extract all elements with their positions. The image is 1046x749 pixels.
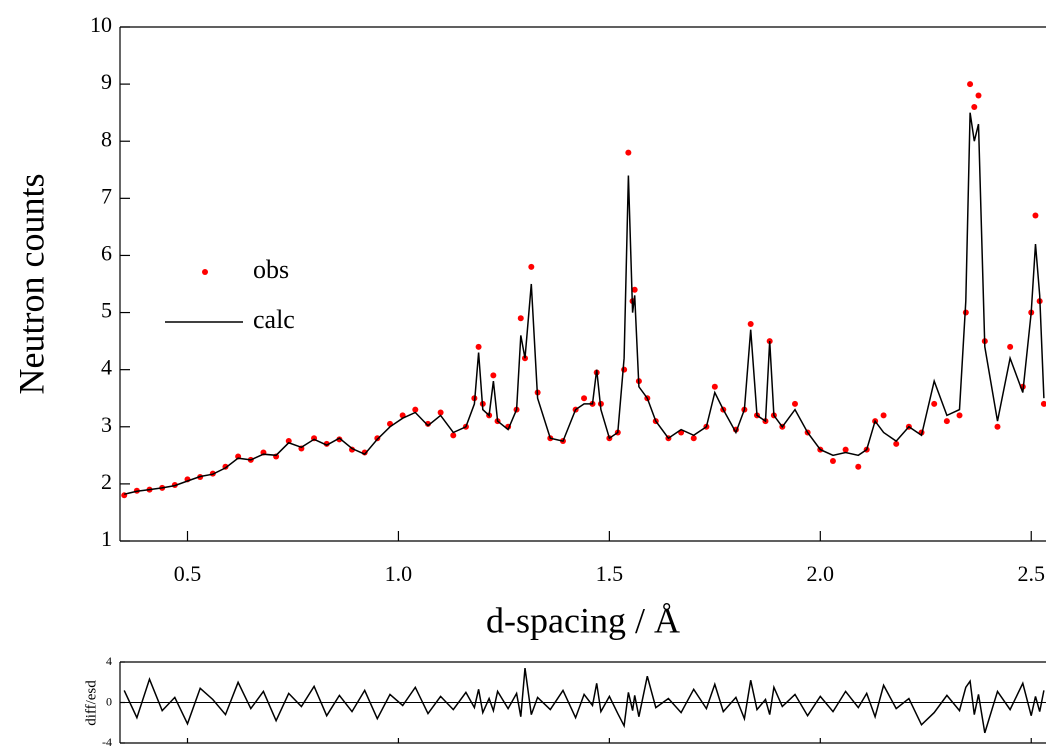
x-tick-label: 2.0 [807, 561, 835, 586]
obs-point [475, 343, 482, 350]
diff-axis-label: diff/esd [83, 680, 99, 726]
obs-point [412, 406, 419, 413]
y-tick-label: 4 [101, 355, 112, 380]
obs-point [490, 372, 497, 379]
obs-point [855, 463, 862, 470]
obs-point [690, 435, 697, 442]
y-tick-label: 0 [106, 694, 112, 708]
obs-point [711, 383, 718, 390]
obs-point [437, 409, 444, 416]
legend-label: obs [253, 255, 289, 284]
legend-marker [202, 269, 208, 275]
obs-point [791, 400, 798, 407]
y-tick-label: 9 [101, 69, 112, 94]
obs-point [374, 435, 381, 442]
y-tick-label: 6 [101, 240, 112, 265]
obs-point [336, 436, 343, 443]
obs-point [581, 395, 588, 402]
obs-point [450, 432, 457, 439]
y-tick-label: 2 [101, 469, 112, 494]
obs-point [1040, 400, 1046, 407]
x-tick-label: 0.5 [174, 561, 202, 586]
obs-point [956, 412, 963, 419]
obs-point [323, 440, 330, 447]
y-axis-label: Neutron counts [11, 174, 51, 395]
obs-point [967, 81, 974, 88]
obs-point [943, 418, 950, 425]
y-tick-label: 4 [106, 654, 112, 668]
obs-point [994, 423, 1001, 430]
y-tick-label: -4 [102, 735, 112, 749]
x-tick-label: 2.5 [1017, 561, 1045, 586]
obs-point [1032, 212, 1039, 219]
obs-point [528, 263, 535, 270]
obs-point [842, 446, 849, 453]
y-tick-label: 10 [90, 12, 112, 37]
diff-line [123, 667, 1045, 734]
y-tick-label: 3 [101, 412, 112, 437]
y-tick-label: 5 [101, 298, 112, 323]
obs-point [893, 440, 900, 447]
obs-point [1007, 343, 1014, 350]
obs-point [975, 92, 982, 99]
x-axis-label: d-spacing / Å [486, 600, 680, 640]
obs-point [971, 103, 978, 110]
y-tick-label: 7 [101, 183, 112, 208]
legend-label: calc [253, 305, 295, 334]
obs-point [424, 420, 431, 427]
obs-point [517, 315, 524, 322]
x-tick-label: 1.0 [385, 561, 413, 586]
y-tick-label: 8 [101, 126, 112, 151]
obs-point [625, 149, 632, 156]
obs-point [747, 320, 754, 327]
obs-point [631, 286, 638, 293]
obs-point [621, 366, 628, 373]
obs-point [829, 458, 836, 465]
y-tick-label: 1 [101, 526, 112, 551]
x-tick-label: 1.5 [596, 561, 624, 586]
obs-point [880, 412, 887, 419]
calc-line [124, 112, 1045, 495]
obs-point [931, 400, 938, 407]
